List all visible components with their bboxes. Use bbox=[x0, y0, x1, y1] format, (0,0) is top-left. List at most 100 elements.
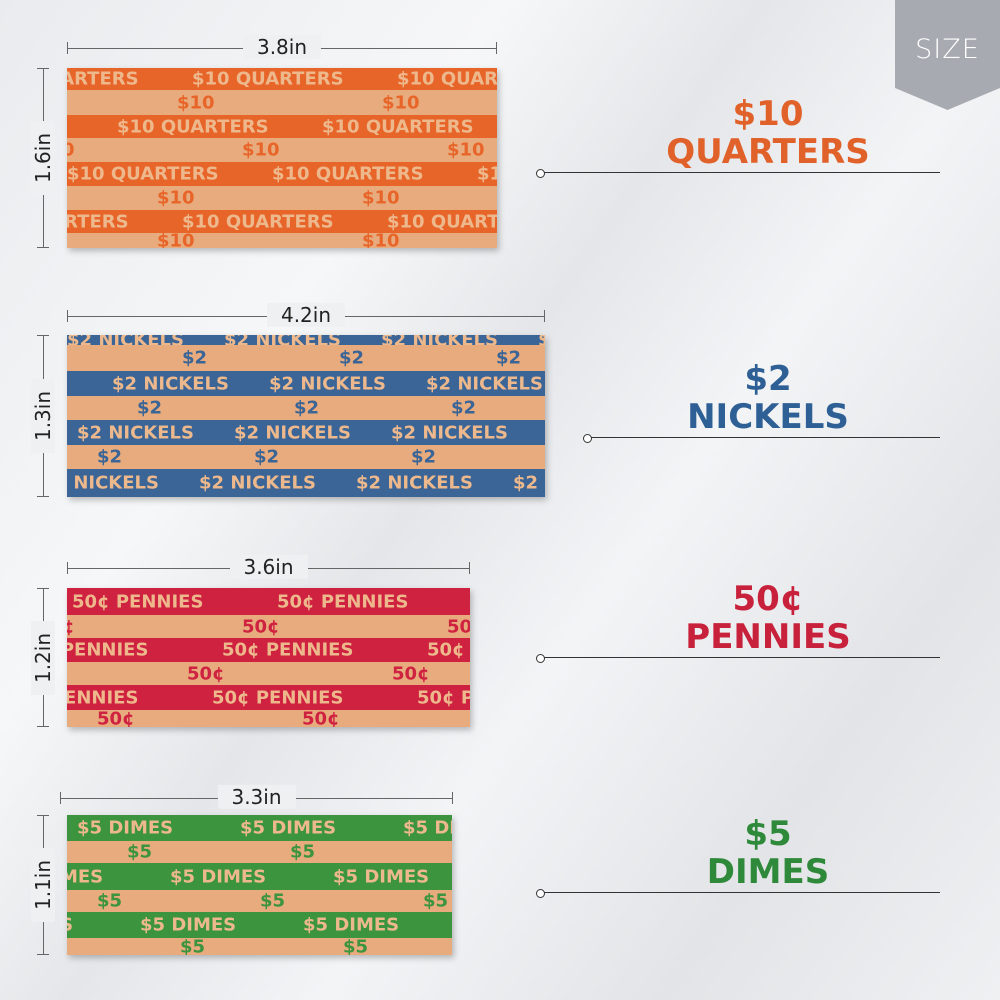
denomination-label: $10 bbox=[382, 92, 420, 113]
dimes-width-dimension: 3.3in bbox=[60, 784, 453, 809]
nickels-width-dimension: 4.2in bbox=[67, 302, 545, 327]
pennies-pointer-line bbox=[536, 654, 940, 663]
denomination-label: $2 bbox=[451, 397, 477, 419]
stripe-label: $10 QUARTERS bbox=[67, 68, 139, 90]
stripe-label: $2 NICKELS bbox=[538, 335, 545, 345]
quarters-title: $10 QUARTERS bbox=[618, 95, 918, 171]
stripe-label: $10 QUARTERS bbox=[322, 116, 474, 137]
kraft-stripe: $2 $2 $2 bbox=[67, 396, 545, 420]
title-top: $2 bbox=[744, 359, 792, 399]
dimes-height-dimension: 1.1in bbox=[31, 815, 55, 955]
width-label: 3.3in bbox=[217, 784, 296, 809]
stripe-label: $5 DIMES bbox=[170, 866, 267, 887]
denomination-label: 50¢ bbox=[242, 616, 280, 637]
dimes-title: $5 DIMES bbox=[618, 815, 918, 891]
denomination-label: 50¢ bbox=[302, 710, 340, 727]
color-stripe: $10 QUARTERS $10 QUARTERS $10 QUARTERS bbox=[67, 162, 497, 186]
color-stripe: 50¢ PENNIES 50¢ PENNIES bbox=[67, 588, 470, 615]
stripe-label: 50¢ PENNIES bbox=[72, 591, 204, 612]
denomination-label: $10 bbox=[362, 187, 400, 209]
color-stripe: $2 NICKELS $2 NICKELS $2 NICKELS bbox=[67, 371, 545, 396]
stripe-label: $5 DIMES bbox=[77, 817, 174, 839]
stripe-label: 50¢ PENNIES bbox=[67, 687, 139, 708]
denomination-label: $2 bbox=[137, 397, 163, 419]
denomination-label: $5 bbox=[260, 890, 286, 912]
stripe-label: $5 DIMES bbox=[67, 866, 104, 887]
denomination-label: $10 bbox=[67, 139, 75, 161]
size-badge: SIZE bbox=[895, 0, 1000, 110]
denomination-label: 50¢ bbox=[187, 663, 225, 684]
kraft-stripe: $5 $5 bbox=[67, 841, 452, 863]
kraft-stripe: $5$5$5 bbox=[67, 938, 452, 955]
stripe-label: $10 QUARTERS bbox=[192, 68, 344, 90]
denomination-label: $10 bbox=[242, 139, 280, 161]
size-badge-text: SIZE bbox=[915, 34, 980, 65]
kraft-stripe: $10 $10 $10 bbox=[67, 138, 497, 162]
stripe-label: 50¢ PENNIES bbox=[67, 639, 149, 661]
width-label: 3.8in bbox=[242, 34, 322, 59]
denomination-label: $2 bbox=[339, 347, 365, 369]
kraft-stripe: $10 $10 bbox=[67, 233, 497, 248]
kraft-stripe: $2 $2 $2 bbox=[67, 445, 545, 469]
stripe-label: $10 QUARTERS bbox=[272, 163, 424, 185]
color-stripe: $10 QUARTERS $10 QUARTERS bbox=[67, 115, 497, 138]
stripe-label: $2 NICKELS bbox=[426, 373, 543, 394]
denomination-label: $2 bbox=[182, 347, 208, 369]
stripe-label: $2 NICKELS bbox=[391, 422, 508, 443]
title-bottom: DIMES bbox=[706, 852, 830, 892]
stripe-label: $5 DIMES bbox=[67, 915, 73, 936]
pennies-title: 50¢ PENNIES bbox=[618, 580, 918, 656]
denomination-label: $2 bbox=[496, 347, 522, 369]
denomination-label: $2 bbox=[254, 446, 280, 468]
stripe-label: $5 DIMES bbox=[403, 817, 452, 839]
color-stripe: 50¢ PENNIES 50¢ PENNIES 50¢ PENNIES bbox=[67, 638, 470, 662]
quarters-width-dimension: 3.8in bbox=[67, 34, 497, 59]
stripe-label: 50¢ PENNIES bbox=[277, 591, 409, 612]
stripe-label: $2 NICKELS bbox=[224, 335, 341, 345]
kraft-stripe: 50¢ 50¢ bbox=[67, 710, 470, 727]
color-stripe: $2 NICKELS $2 NICKELS $2 NICKELS $2 NICKELS bbox=[67, 469, 545, 497]
stripe-label: $2 NICKELS bbox=[269, 373, 386, 394]
stripe-label: $5 DIMES bbox=[240, 817, 337, 839]
stripe-label: $10 QUARTERS bbox=[477, 163, 497, 185]
title-top: $10 bbox=[732, 94, 804, 134]
nickels-wrapper: $2 NICKELS$2 NICKELS$2 NICKELS$2 NICKELS… bbox=[67, 335, 545, 497]
height-label: 1.1in bbox=[31, 847, 55, 923]
color-stripe: $5 DIMES $5 DIMES $5 DIMES bbox=[67, 912, 452, 938]
denomination-label: $5 bbox=[127, 841, 153, 863]
stripe-label: 50¢ PENNIES bbox=[212, 687, 344, 708]
width-label: 4.2in bbox=[266, 302, 346, 327]
height-label: 1.3in bbox=[31, 378, 55, 454]
kraft-stripe: 50¢ 50¢ bbox=[67, 662, 470, 685]
color-stripe: $2 NICKELS $2 NICKELS $2 NICKELS $2 NICKELS bbox=[67, 335, 545, 345]
dimes-pointer-line bbox=[536, 889, 940, 898]
color-stripe: $10 QUARTERS $10 QUARTERS $10 QUARTERS bbox=[67, 68, 497, 90]
denomination-label: $5 bbox=[97, 890, 123, 912]
color-stripe: $10 QUARTERS $10 QUARTERS $10 QUARTERS bbox=[67, 210, 497, 233]
color-stripe: $5 DIMES $5 DIMES $5 DIMES bbox=[67, 815, 452, 841]
kraft-stripe: $5$5$5 bbox=[67, 890, 452, 912]
title-top: $5 bbox=[744, 814, 792, 854]
stripe-label: $10 QUARTERS bbox=[67, 163, 219, 185]
height-label: 1.6in bbox=[31, 120, 55, 196]
stripe-label: $10 QUARTERS bbox=[387, 211, 497, 232]
width-label: 3.6in bbox=[229, 554, 308, 579]
stripe-label: $5 DIMES bbox=[140, 914, 237, 936]
stripe-label: $10 QUARTERS bbox=[397, 68, 497, 90]
denomination-label: 50¢ bbox=[67, 616, 75, 637]
denomination-label: 50¢ bbox=[392, 663, 430, 684]
kraft-stripe: 50¢ 50¢ 50¢ bbox=[67, 615, 470, 638]
denomination-label: $10 bbox=[177, 92, 215, 113]
denomination-label: $10 bbox=[157, 233, 195, 248]
color-stripe: $2 NICKELS $2 NICKELS $2 NICKELS bbox=[67, 420, 545, 445]
denomination-label: $2 bbox=[411, 446, 437, 468]
stripe-label: 50¢ PENNIES bbox=[427, 639, 470, 661]
color-stripe: $5 DIMES $5 DIMES $5 DIMES bbox=[67, 863, 452, 890]
dimes-wrapper: $5 DIMES$5 DIMES$5 DIMES$5$5$5 DIMES$5 D… bbox=[67, 815, 452, 955]
stripe-label: $2 NICKELS bbox=[112, 373, 229, 394]
nickels-height-dimension: 1.3in bbox=[31, 335, 55, 497]
kraft-stripe: $2 $2 $2 bbox=[67, 345, 545, 371]
denomination-label: 50¢ bbox=[447, 616, 470, 637]
stripe-label: $2 NICKELS bbox=[67, 472, 159, 494]
